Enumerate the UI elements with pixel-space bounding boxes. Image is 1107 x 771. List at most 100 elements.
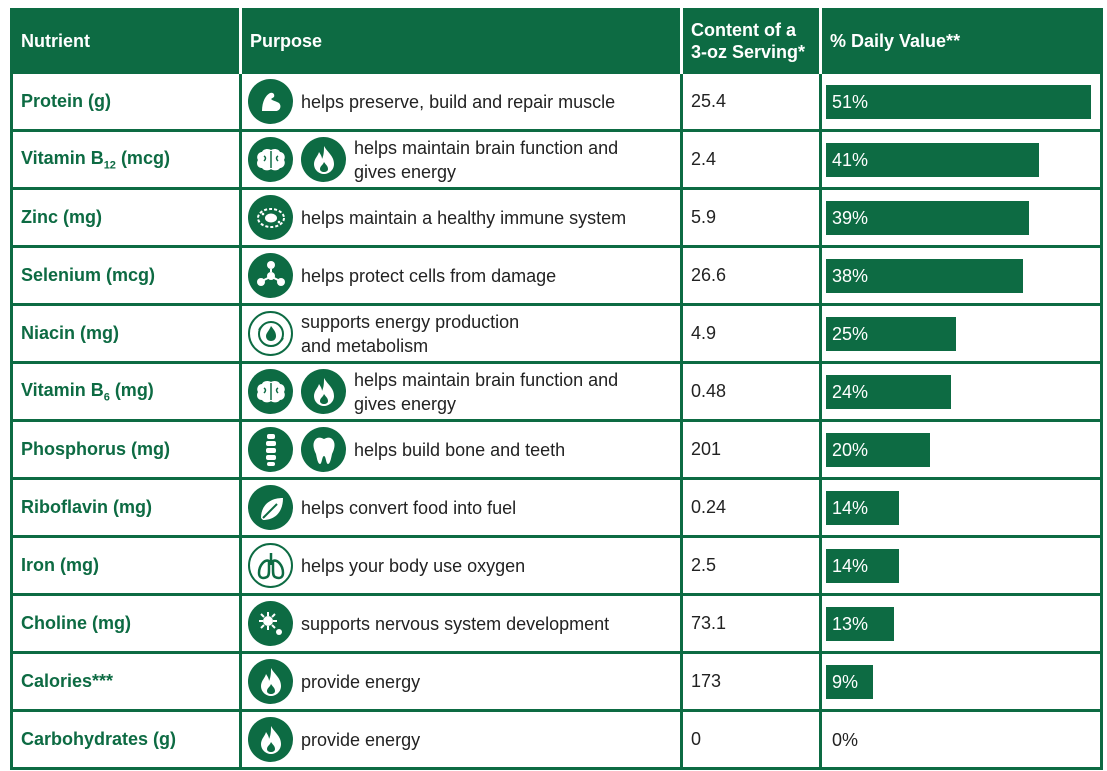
daily-value-bar: 24%: [826, 374, 951, 409]
purpose-text: provide energy: [301, 728, 420, 752]
purpose-line: gives energy: [354, 161, 457, 182]
purpose-text: helps maintain brain function and gives e…: [354, 368, 618, 416]
daily-value-cell: 39%: [819, 187, 1103, 248]
purpose: helps preserve, build and repair muscle: [248, 74, 674, 129]
purpose-text: helps convert food into fuel: [301, 496, 516, 520]
table-row: Iron (mg) helps your body use oxygen 2.5 14…: [10, 535, 1103, 596]
table-row: Zinc (mg) helps maintain a healthy immune…: [10, 187, 1103, 248]
purpose-line: and metabolism: [301, 335, 429, 356]
purpose-line: helps maintain brain function and: [354, 137, 619, 158]
purpose: helps maintain brain function and gives e…: [248, 364, 674, 419]
serving-content: 73.1: [680, 593, 822, 654]
purpose: provide energy: [248, 712, 674, 767]
flame-icon: [248, 717, 293, 762]
lungs-icon: [248, 543, 293, 588]
purpose: provide energy: [248, 654, 674, 709]
purpose-line: helps maintain brain function and: [354, 369, 619, 390]
serving-content: 0: [680, 709, 822, 770]
nutrient-name: Niacin (mg): [10, 303, 242, 364]
serving-content: 173: [680, 651, 822, 712]
purpose-line: helps maintain a healthy immune system: [301, 207, 627, 228]
purpose-line: provide energy: [301, 729, 421, 750]
daily-value-bar: 13%: [826, 606, 894, 641]
purpose-cell: helps convert food into fuel: [239, 477, 683, 538]
header-content: Content of a 3-oz Serving*: [680, 9, 822, 73]
energy-cycle-icon: [248, 311, 293, 356]
header-nutrient: Nutrient: [11, 9, 242, 73]
purpose-cell: helps maintain brain function and gives e…: [239, 361, 683, 422]
purpose-line: helps convert food into fuel: [301, 497, 517, 518]
leaf-fuel-icon: [248, 485, 293, 530]
purpose-text: provide energy: [301, 670, 420, 694]
purpose: helps protect cells from damage: [248, 248, 674, 303]
header-daily-value: % Daily Value**: [819, 9, 1102, 73]
purpose-text: helps protect cells from damage: [301, 264, 556, 288]
purpose-text: helps build bone and teeth: [354, 438, 565, 462]
nutrient-name: Choline (mg): [10, 593, 242, 654]
purpose-cell: helps your body use oxygen: [239, 535, 683, 596]
nutrient-name-text: Zinc (mg): [21, 207, 102, 227]
nutrient-name: Vitamin B6 (mg): [10, 361, 242, 422]
nutrient-name-text: Calories***: [21, 671, 114, 691]
purpose-cell: provide energy: [239, 651, 683, 712]
daily-value-cell: 14%: [819, 477, 1103, 538]
header-content-line2: 3-oz Serving*: [691, 42, 806, 62]
serving-content: 4.9: [680, 303, 822, 364]
purpose-text: helps preserve, build and repair muscle: [301, 90, 615, 114]
serving-content: 201: [680, 419, 822, 480]
purpose-cell: helps maintain brain function and gives e…: [239, 129, 683, 190]
daily-value-cell: 51%: [819, 71, 1103, 132]
purpose: helps build bone and teeth: [248, 422, 674, 477]
daily-value-cell: 38%: [819, 245, 1103, 306]
daily-value-bar: 51%: [826, 84, 1091, 119]
purpose-text: supports energy production and metabolism: [301, 310, 519, 358]
serving-content: 5.9: [680, 187, 822, 248]
purpose-line: provide energy: [301, 671, 421, 692]
nutrient-name-text: Selenium (mcg): [21, 265, 156, 285]
daily-value-cell: 14%: [819, 535, 1103, 596]
nutrient-name: Selenium (mcg): [10, 245, 242, 306]
muscle-icon: [248, 79, 293, 124]
nutrient-name-text: Phosphorus (mg): [21, 439, 170, 459]
table-row: Calories*** provide energy 173 9%: [10, 651, 1103, 712]
daily-value-cell: 20%: [819, 419, 1103, 480]
table-row: Choline (mg) supports nervous system deve…: [10, 593, 1103, 654]
table-row: Phosphorus (mg) helps build bone and teet…: [10, 419, 1103, 480]
purpose-cell: helps protect cells from damage: [239, 245, 683, 306]
daily-value-cell: 24%: [819, 361, 1103, 422]
daily-value-bar: 14%: [826, 490, 899, 525]
nutrient-name: Carbohydrates (g): [10, 709, 242, 770]
daily-value-cell: 0%: [819, 709, 1103, 770]
purpose: helps convert food into fuel: [248, 480, 674, 535]
purpose: helps maintain a healthy immune system: [248, 190, 674, 245]
serving-content: 2.4: [680, 129, 822, 190]
daily-value-bar: 25%: [826, 316, 956, 351]
flame-icon: [248, 659, 293, 704]
daily-value-bar: 14%: [826, 548, 899, 583]
serving-content: 26.6: [680, 245, 822, 306]
table-row: Selenium (mcg) helps protect cells from d…: [10, 245, 1103, 306]
nutrient-name: Riboflavin (mg): [10, 477, 242, 538]
purpose-cell: helps maintain a healthy immune system: [239, 187, 683, 248]
daily-value-bar: 9%: [826, 664, 873, 699]
table-row: Carbohydrates (g) provide energy 0 0%: [10, 709, 1103, 770]
nutrient-name: Zinc (mg): [10, 187, 242, 248]
purpose: helps maintain brain function and gives e…: [248, 132, 674, 187]
nutrient-name-text: Niacin (mg): [21, 323, 120, 343]
daily-value-cell: 9%: [819, 651, 1103, 712]
serving-content: 0.48: [680, 361, 822, 422]
purpose-line: helps preserve, build and repair muscle: [301, 91, 616, 112]
daily-value-cell: 13%: [819, 593, 1103, 654]
purpose: supports energy production and metabolism: [248, 306, 674, 361]
nutrient-name-text: Vitamin B: [21, 379, 104, 400]
purpose-cell: helps build bone and teeth: [239, 419, 683, 480]
nutrient-name: Protein (g): [10, 71, 242, 132]
neuron-icon: [248, 601, 293, 646]
flame-icon: [301, 369, 346, 414]
brain-icon: [248, 369, 293, 414]
tooth-icon: [301, 427, 346, 472]
nutrient-unit: (mg): [109, 379, 154, 400]
purpose-text: supports nervous system development: [301, 612, 609, 636]
daily-value-bar: 41%: [826, 142, 1039, 177]
nutrient-name: Calories***: [10, 651, 242, 712]
